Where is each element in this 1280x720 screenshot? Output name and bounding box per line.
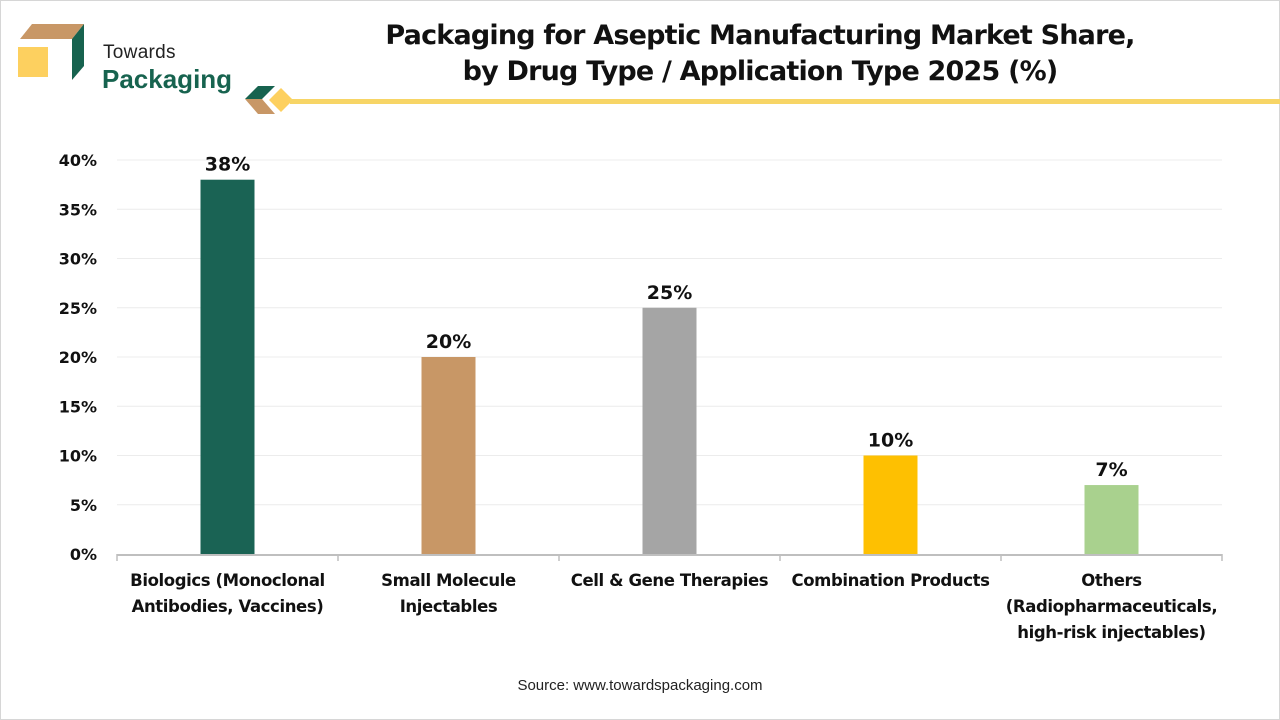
bar — [642, 307, 697, 554]
x-tick-label: Small Molecule Injectables — [338, 568, 559, 620]
y-tick-label: 5% — [70, 496, 97, 515]
y-tick-label: 0% — [70, 545, 97, 564]
chart-title-line2: by Drug Type / Application Type 2025 (%) — [462, 56, 1059, 87]
y-tick-label: 30% — [59, 250, 97, 269]
brand-name-line1: Towards — [103, 42, 176, 63]
y-tick-label: 25% — [59, 299, 97, 318]
data-label: 10% — [868, 430, 913, 452]
y-tick-label: 40% — [59, 151, 97, 170]
box-logo-icon — [18, 24, 84, 80]
bar — [863, 455, 918, 554]
chart-title-line1: Packaging for Aseptic Manufacturing Mark… — [385, 20, 1135, 51]
source-note: Source: www.towardspackaging.com — [517, 677, 763, 694]
x-tick-label-line: Biologics (Monoclonal — [130, 571, 325, 590]
y-tick-label: 35% — [59, 200, 97, 219]
x-tick-label-line: Combination Products — [791, 571, 990, 590]
y-tick-label: 10% — [59, 447, 97, 466]
title-divider-line — [290, 99, 1280, 104]
x-tick-label-line: Cell & Gene Therapies — [570, 571, 769, 590]
brand-name-line2: Packaging — [102, 64, 233, 94]
x-tick-label: Biologics (Monoclonal Antibodies, Vaccine… — [117, 568, 338, 620]
brand-logo: Towards Packaging — [18, 22, 238, 94]
x-tick-label: Cell & Gene Therapies — [559, 568, 780, 594]
bar — [1084, 485, 1139, 554]
bar — [421, 357, 476, 554]
data-label: 7% — [1095, 459, 1127, 481]
x-tick-label: Others (Radiopharmaceuticals, high-risk in… — [1001, 568, 1222, 646]
x-tick-label-line: Small Molecule — [381, 571, 516, 590]
x-tick-label-line: Injectables — [399, 597, 498, 616]
y-tick-label: 15% — [59, 397, 97, 416]
data-label: 38% — [205, 154, 250, 176]
bar — [200, 179, 255, 554]
y-tick-label: 20% — [59, 348, 97, 367]
x-tick-label-line: Antibodies, Vaccines) — [131, 597, 324, 616]
x-tick-label-line: (Radiopharmaceuticals, — [1005, 597, 1218, 616]
data-label: 20% — [426, 331, 471, 353]
x-tick-label-line: high-risk injectables) — [1017, 623, 1206, 642]
x-tick-label-line: Others — [1081, 571, 1142, 590]
chart-title: Packaging for Aseptic Manufacturing Mark… — [300, 18, 1220, 90]
x-tick-label: Combination Products — [780, 568, 1001, 594]
data-label: 25% — [647, 282, 692, 304]
arrow-divider-icon — [245, 86, 293, 114]
